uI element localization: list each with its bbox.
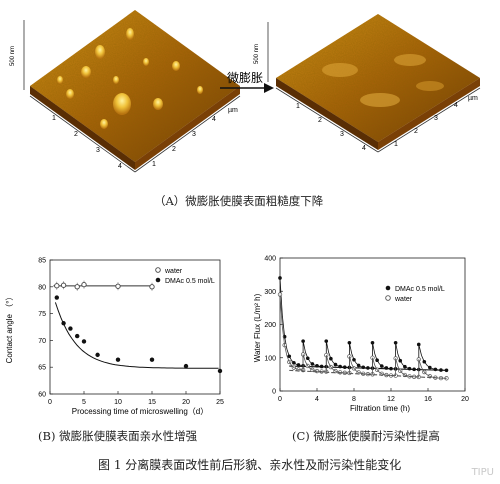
dmac-point [115, 357, 121, 362]
figure-caption: 图 1 分离膜表面改性前后形貌、亲水性及耐污染性能变化 [98, 458, 402, 472]
dmac-flux-point [416, 342, 421, 347]
dmac-point [95, 352, 100, 358]
dmac-point [81, 339, 87, 344]
water-point [54, 283, 60, 289]
contact-angle-y-tick-label: 85 [38, 258, 46, 265]
afm-right-y-tick-2: 2 [414, 128, 418, 135]
caption-b: (B) 微膨胀使膜表面亲水性增强 [38, 429, 198, 443]
afm-right-unit: µm [468, 95, 478, 102]
dmac-point [75, 333, 80, 339]
water-flux-legend: DMAc 0.5 mol/L water [385, 285, 445, 303]
dmac-point [149, 357, 155, 362]
caption-c: (C) 微膨胀使膜耐污染性提高 [292, 429, 440, 443]
afm-right-x-tick-1: 1 [296, 103, 300, 110]
water-point [115, 283, 121, 289]
water-trend-line [289, 369, 447, 379]
afm-right-x-tick-4: 4 [362, 145, 366, 152]
water-flux-x-tick-label: 20 [461, 396, 469, 403]
afm-panel: 500 nm 1 2 3 4 1 2 3 4 µm 微膨胀 500 nm 1 2 [10, 10, 481, 173]
water-flux-x-tick-label: 0 [278, 396, 282, 403]
contact-angle-ylabel: Contact angle （°） [5, 293, 14, 364]
contact-angle-x-tick-label: 20 [182, 399, 190, 406]
afm-left-y-tick-3: 3 [192, 131, 196, 138]
afm-left-y-tick-2: 2 [172, 146, 176, 153]
contact-angle-x-tick-label: 5 [82, 399, 86, 406]
afm-left-x-tick-4: 4 [118, 163, 122, 170]
afm-left-unit: µm [228, 107, 238, 114]
afm-left-y-tick-1: 1 [152, 161, 156, 168]
dmac-point [217, 368, 223, 374]
afm-left-x-tick-2: 2 [74, 131, 78, 138]
water-point [149, 284, 155, 290]
dmac-point [61, 321, 66, 326]
dmac-fit-curve [54, 302, 219, 369]
afm-left-y-tick-4: 4 [212, 116, 216, 123]
arrow-label: 微膨胀 [227, 71, 263, 85]
legend-dmac-c: DMAc 0.5 mol/L [395, 286, 445, 293]
water-flux-x-tick-label: 12 [387, 396, 395, 403]
afm-left-x-tick-3: 3 [96, 147, 100, 154]
swelling-arrow: 微膨胀 [220, 71, 274, 93]
afm-right-x-tick-2: 2 [318, 117, 322, 124]
contact-angle-chart: 0 5 10 15 20 25 60 65 70 75 80 85 water DMAc 0.5 mo… [5, 258, 224, 417]
contact-angle-y-tick-label: 75 [38, 311, 46, 318]
contact-angle-y-tick-label: 65 [38, 365, 46, 372]
water-point [81, 282, 87, 288]
water-flux-x-tick-label: 16 [424, 396, 432, 403]
contact-angle-y-tick-label: 70 [38, 338, 46, 345]
water-flux-x-tick-label: 8 [352, 396, 356, 403]
water-flux-y-tick-label: 200 [264, 322, 276, 329]
water-point [74, 284, 80, 290]
caption-a: （A）微膨胀使膜表面粗糙度下降 [154, 194, 324, 208]
contact-angle-x-tick-label: 25 [216, 399, 224, 406]
afm-left-peaks [57, 28, 203, 129]
dmac-flux-point [278, 276, 282, 280]
water-flux-y-tick-label: 100 [264, 355, 276, 362]
afm-right-y-tick-1: 1 [394, 141, 398, 148]
contact-angle-xlabel: Processing time of microswelling（d） [72, 407, 209, 416]
legend-dmac-b: DMAc 0.5 mol/L [165, 278, 215, 285]
afm-left: 500 nm 1 2 3 4 1 2 3 4 µm [10, 10, 241, 173]
contact-angle-plot-frame [49, 259, 221, 395]
afm-left-z-label: 500 nm [10, 46, 16, 66]
water-point [60, 282, 67, 288]
contact-angle-y-tick-label: 60 [38, 392, 46, 399]
dmac-point [68, 326, 73, 331]
contact-angle-x-tick-label: 0 [48, 399, 52, 406]
afm-right: 500 nm 1 2 3 4 1 2 3 4 µm [254, 14, 481, 153]
afm-right-x-tick-3: 3 [340, 131, 344, 138]
dmac-point [183, 363, 189, 369]
water-flux-line [279, 294, 447, 379]
legend-water-b: water [164, 268, 183, 275]
contact-angle-x-tick-label: 10 [114, 399, 122, 406]
afm-right-y-tick-3: 3 [434, 115, 438, 122]
water-flux-xlabel: Filtration time (h) [350, 404, 410, 413]
water-flux-ylabel: Water Flux (L/m² h) [253, 293, 262, 362]
watermark: TIPU [471, 467, 494, 478]
dmac-trend-line [289, 365, 447, 371]
water-flux-y-tick-label: 400 [264, 256, 276, 263]
legend-water-c: water [394, 296, 413, 303]
afm-right-y-tick-4: 4 [454, 102, 458, 109]
contact-angle-legend: water DMAc 0.5 mol/L [155, 267, 215, 285]
water-flux-y-tick-label: 300 [264, 289, 276, 296]
afm-right-z-label: 500 nm [254, 44, 260, 64]
water-flux-x-tick-label: 4 [315, 396, 319, 403]
water-flux-y-tick-label: 0 [272, 389, 276, 396]
contact-angle-x-tick-label: 15 [148, 399, 156, 406]
contact-angle-y-tick-label: 80 [38, 284, 46, 291]
dmac-point [54, 295, 59, 300]
afm-left-x-tick-1: 1 [52, 115, 56, 122]
